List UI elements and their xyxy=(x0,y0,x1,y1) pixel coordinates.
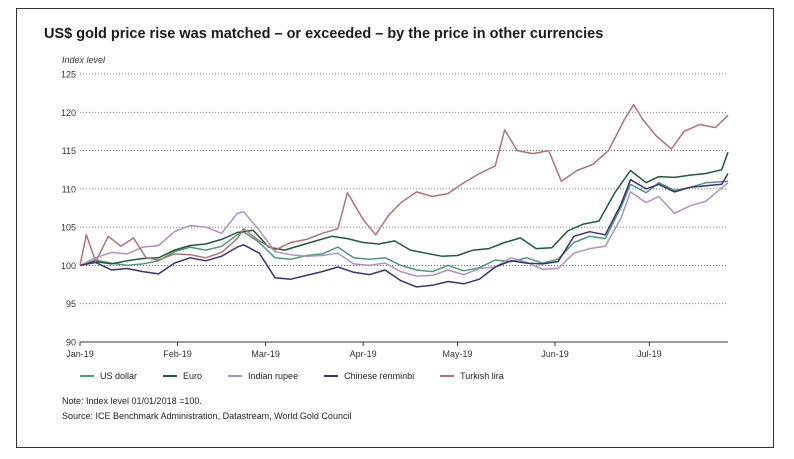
chart-legend: US dollar Euro Indian rupee Chinese renminb… xyxy=(80,371,530,381)
series-line-euro xyxy=(79,151,729,267)
legend-swatch xyxy=(80,375,94,377)
chart-note: Note: Index level 01/01/2018 =100. xyxy=(62,396,202,406)
x-tick-label-Apr-19: Apr-19 xyxy=(350,349,377,359)
series-line-indian-rupee xyxy=(79,182,729,277)
series-line-us-dollar xyxy=(79,180,729,273)
x-tick-label-Jul-19: Jul-19 xyxy=(637,349,662,359)
legend-item-turkish-lira: Turkish lira xyxy=(440,371,504,381)
legend-swatch xyxy=(228,375,243,377)
legend-label: US dollar xyxy=(100,371,138,381)
series-line-chinese-renminbi xyxy=(79,173,729,288)
x-tick-label-May-19: May-19 xyxy=(442,349,472,359)
legend-label: Turkish lira xyxy=(460,371,504,381)
y-tick-label-95: 95 xyxy=(66,299,76,309)
legend-swatch xyxy=(163,375,178,377)
x-tick-label-Jan-19: Jan-19 xyxy=(66,349,94,359)
chart-source: Source: ICE Benchmark Administration, Da… xyxy=(62,411,352,421)
x-tick-label-Jun-19: Jun-19 xyxy=(541,349,569,359)
y-tick-label-125: 125 xyxy=(61,70,76,80)
x-tick-label-Mar-19: Mar-19 xyxy=(251,349,280,359)
y-tick-label-90: 90 xyxy=(66,338,76,348)
legend-label: Indian rupee xyxy=(248,371,299,381)
y-tick-label-120: 120 xyxy=(61,108,76,118)
y-axis-label: Index level xyxy=(62,55,106,65)
legend-item-euro: Euro xyxy=(163,371,202,381)
legend-item-chinese-renminbi: Chinese renminbi xyxy=(324,371,414,381)
y-tick-label-115: 115 xyxy=(62,146,76,156)
chart-title: US$ gold price rise was matched – or exc… xyxy=(44,26,604,42)
legend-swatch xyxy=(440,375,455,377)
y-tick-label-105: 105 xyxy=(61,223,76,233)
legend-label: Euro xyxy=(183,371,203,381)
legend-label: Chinese renminbi xyxy=(344,371,415,381)
y-tick-label-100: 100 xyxy=(61,261,76,271)
y-tick-label-110: 110 xyxy=(62,184,76,194)
legend-item-indian-rupee: Indian rupee xyxy=(228,371,298,381)
chart-frame xyxy=(16,8,774,448)
legend-item-us-dollar: US dollar xyxy=(80,371,137,381)
x-tick-label-Feb-19: Feb-19 xyxy=(163,349,192,359)
legend-swatch xyxy=(324,375,339,377)
series-line-turkish-lira xyxy=(79,103,729,266)
